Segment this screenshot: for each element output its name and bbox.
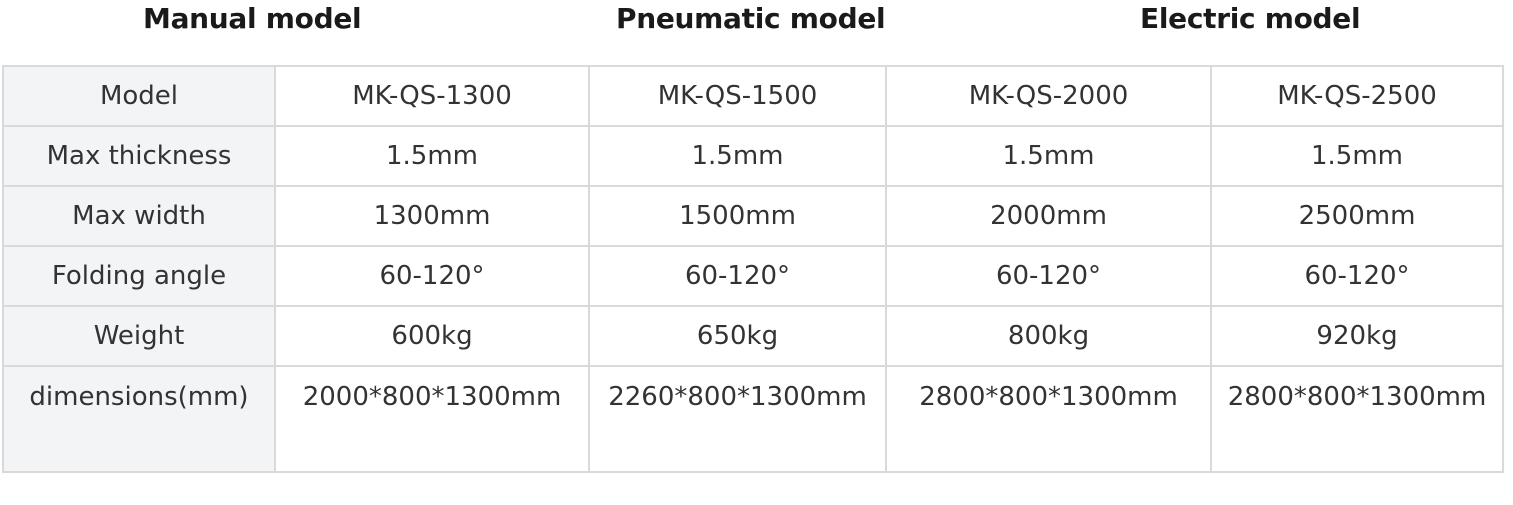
table-row-dimensions: dimensions(mm) 2000*800*1300mm 2260*800*…	[2, 365, 1504, 473]
table-cell: 1500mm	[588, 185, 887, 247]
table-cell: 1300mm	[274, 185, 590, 247]
row-label-max-thickness: Max thickness	[2, 125, 276, 187]
table-cell: 1.5mm	[885, 125, 1212, 187]
row-label-model: Model	[2, 65, 276, 127]
table-cell: 2800*800*1300mm	[885, 365, 1212, 473]
table-row-max-width: Max width 1300mm 1500mm 2000mm 2500mm	[2, 185, 1504, 247]
model-type-headings: Manual model Pneumatic model Electric mo…	[0, 0, 1513, 40]
heading-pneumatic-model: Pneumatic model	[616, 2, 886, 35]
table-cell: 2500mm	[1210, 185, 1504, 247]
specifications-table: Model MK-QS-1300 MK-QS-1500 MK-QS-2000 M…	[2, 65, 1504, 473]
table-cell: 650kg	[588, 305, 887, 367]
table-cell: 60-120°	[1210, 245, 1504, 307]
table-cell: 2000mm	[885, 185, 1212, 247]
row-label-folding-angle: Folding angle	[2, 245, 276, 307]
table-cell: MK-QS-2500	[1210, 65, 1504, 127]
table-cell: 2800*800*1300mm	[1210, 365, 1504, 473]
table-cell: 60-120°	[588, 245, 887, 307]
row-label-dimensions: dimensions(mm)	[2, 365, 276, 473]
table-cell: 800kg	[885, 305, 1212, 367]
row-label-max-width: Max width	[2, 185, 276, 247]
table-cell: MK-QS-1500	[588, 65, 887, 127]
table-cell: 1.5mm	[588, 125, 887, 187]
table-cell: 600kg	[274, 305, 590, 367]
table-cell: MK-QS-1300	[274, 65, 590, 127]
table-row-folding-angle: Folding angle 60-120° 60-120° 60-120° 60…	[2, 245, 1504, 307]
table-cell: MK-QS-2000	[885, 65, 1212, 127]
table-cell: 920kg	[1210, 305, 1504, 367]
table-cell: 2260*800*1300mm	[588, 365, 887, 473]
table-cell: 60-120°	[274, 245, 590, 307]
table-row-weight: Weight 600kg 650kg 800kg 920kg	[2, 305, 1504, 367]
table-cell: 1.5mm	[274, 125, 590, 187]
heading-manual-model: Manual model	[143, 2, 362, 35]
table-cell: 1.5mm	[1210, 125, 1504, 187]
table-cell: 60-120°	[885, 245, 1212, 307]
table-cell: 2000*800*1300mm	[274, 365, 590, 473]
heading-electric-model: Electric model	[1140, 2, 1361, 35]
row-label-weight: Weight	[2, 305, 276, 367]
table-row-model: Model MK-QS-1300 MK-QS-1500 MK-QS-2000 M…	[2, 65, 1504, 127]
table-row-max-thickness: Max thickness 1.5mm 1.5mm 1.5mm 1.5mm	[2, 125, 1504, 187]
